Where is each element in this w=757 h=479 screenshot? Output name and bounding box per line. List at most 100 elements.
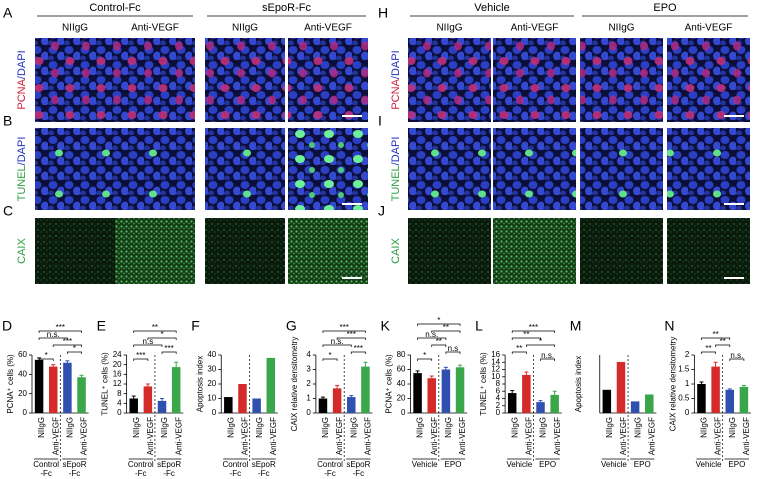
group-label: Control [128,460,154,469]
micrograph [493,218,576,284]
x-tick-label: NIIgG [226,417,235,438]
y-tick-label: 2 [496,401,501,410]
bar [455,367,465,413]
stain-name: PCNA [16,78,28,109]
bar [711,366,720,413]
significance-bracket [417,323,461,326]
stain-label: TUNEL/DAPI [16,137,28,202]
y-tick-label: 60 [18,350,27,359]
group-label: Vehicle [696,460,722,469]
micrographs: Control-Fc sEpoR-Fc NIIgG Anti-VEGF NIIgG Ant… [3,2,750,284]
significance-label: ** [523,330,529,339]
significance-label: *** [63,337,72,346]
x-tick-label: NIIgG [728,417,737,438]
group-label: sEpoR-Fc [262,2,311,14]
group-label: -Fc [258,469,270,478]
significance-label: ** [720,337,726,346]
y-tick-label: 80 [397,350,406,359]
y-tick-label: 40 [207,350,216,359]
significance-bracket [701,337,731,340]
column-label: NIIgG [608,23,634,34]
stain-overlay [288,38,368,122]
y-tick-label: 0 [685,408,690,417]
significance-label: *** [136,351,145,360]
y-tick-label: 0 [23,408,28,417]
significance-label: *** [164,344,173,353]
group-label: Control-Fc [89,2,141,14]
significance-bracket [336,337,366,340]
significance-bracket [67,351,82,354]
column-label: NIIgG [232,23,258,34]
y-tick-label: 2 [685,350,690,359]
y-tick-label: 6 [496,386,501,395]
panel-letter: C [3,203,13,219]
stain-overlay [35,128,115,210]
bar [63,362,72,413]
stain-overlay [115,38,195,122]
panel-letter: I [378,113,382,129]
bar [536,402,545,413]
x-tick-label: Anti-VEGF [174,417,183,455]
column-label: NIIgG [62,23,88,34]
y-tick-label: 8 [117,389,122,398]
bar [616,361,626,413]
y-tick-label: 4 [306,350,311,359]
significance-bracket [540,358,556,361]
bar [318,398,328,413]
significance-bracket [161,351,177,354]
group-label: -Fc [69,469,81,478]
column-label: Anti-VEGF [131,23,179,34]
micrograph [205,218,285,284]
x-tick-label: Anti-VEGF [742,417,751,455]
group-label: -Fc [230,469,242,478]
significance-bracket [350,351,366,354]
significance-label: * [423,351,426,360]
bar [48,366,58,413]
y-axis-label: Apoptosis index [195,356,204,412]
significance-bracket [701,351,716,354]
y-tick-label: 16 [491,350,500,359]
stain-overlay [205,128,285,210]
x-tick-label: Anti-VEGF [619,417,628,455]
y-tick-label: 1 [685,379,690,388]
significance-label: *** [529,323,538,332]
panel-letter: H [378,5,388,21]
bar [645,394,654,413]
y-axis-label: CAIX relative densitometry [290,337,299,432]
stain-overlay [115,128,195,210]
bar [171,367,181,413]
significance-label: n.s. [425,330,438,339]
significance-label: ** [705,344,711,353]
stain-overlay [35,38,115,122]
x-tick-label: Anti-VEGF [80,417,89,455]
bar [522,374,531,413]
y-tick-label: 12 [491,365,500,374]
significance-label: *** [340,323,349,332]
x-tick-label: Anti-VEGF [269,417,278,455]
significance-bracket [133,330,177,333]
group-label: EPO [539,460,556,469]
stain-label: CAIX [16,238,28,264]
y-tick-label: 0.5 [678,394,690,403]
y-tick-label: 60 [397,365,406,374]
y-tick-label: 14 [491,357,500,366]
significance-label: * [328,351,331,360]
counterstain-name: /DAPI [16,137,28,166]
significance-bracket [729,358,745,361]
x-tick-label: NIIgG [416,417,425,438]
stain-name: CAIX [16,238,28,264]
bar [157,400,167,413]
y-axis-label: Apoptosis index [574,356,583,412]
stain-overlay [580,38,663,122]
bar [427,378,436,413]
significance-bracket [52,344,82,347]
significance-bracket [511,351,527,354]
x-tick-label: NIIgG [444,417,453,438]
x-tick-label: NIIgG [66,417,75,438]
stain-overlay [408,38,491,122]
panel-letter: J [378,203,385,219]
group-label: EPO [634,460,651,469]
x-tick-label: NIIgG [37,417,46,438]
bar [129,398,138,413]
significance-bracket [511,337,541,340]
